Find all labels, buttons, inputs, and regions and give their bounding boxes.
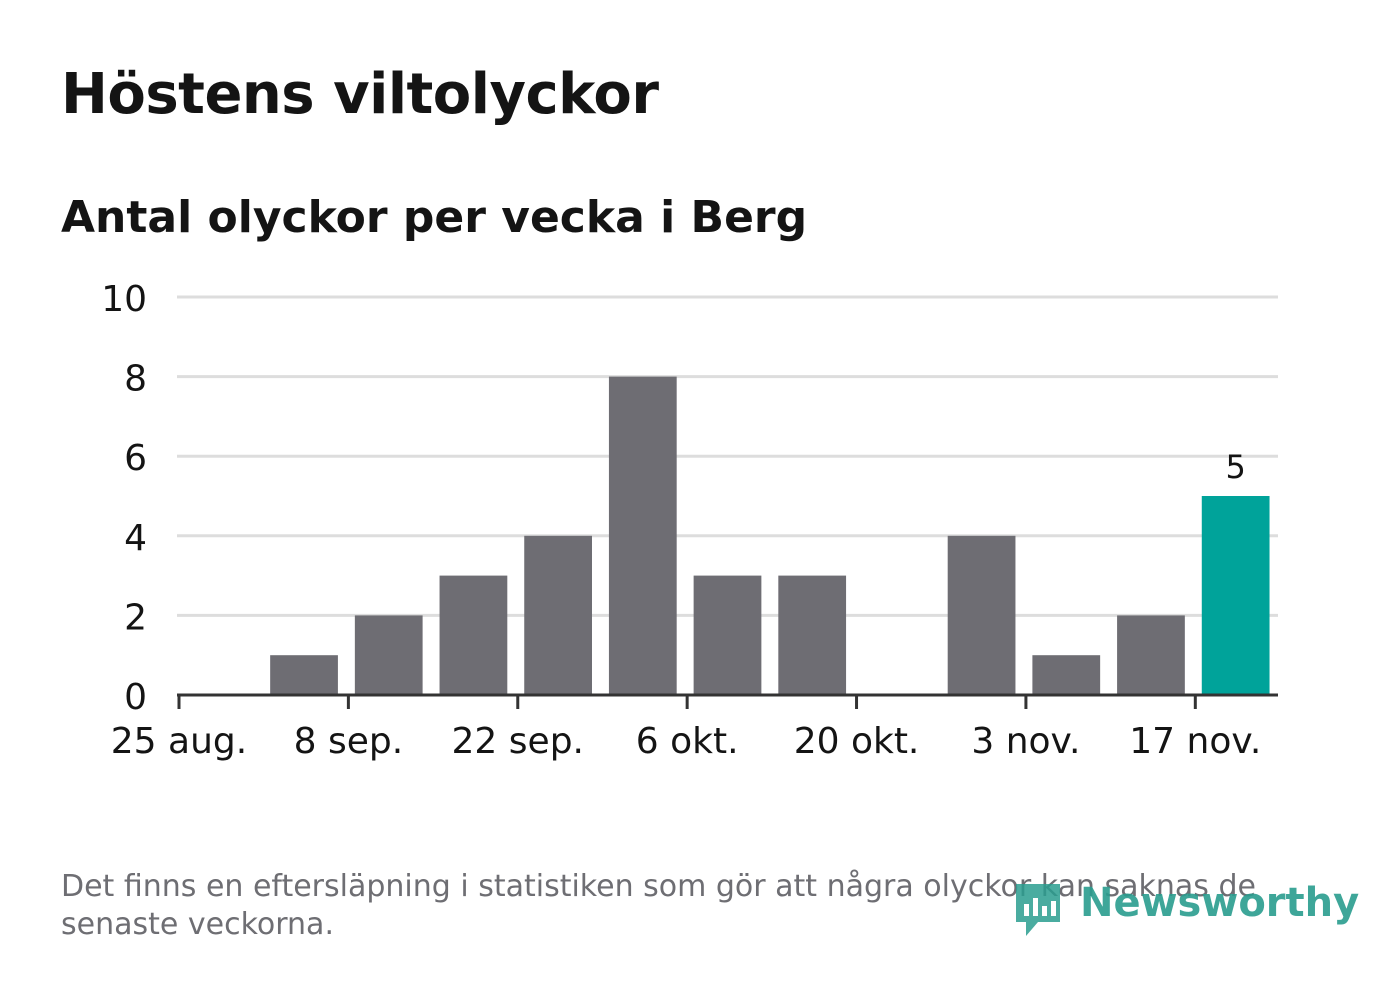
y-tick-label: 4 xyxy=(124,518,147,559)
bar xyxy=(270,655,338,695)
data-label: 5 xyxy=(1225,448,1245,486)
bar xyxy=(778,575,847,695)
bar xyxy=(439,575,508,695)
x-tick-label: 20 okt. xyxy=(794,721,920,762)
bar xyxy=(524,535,592,695)
y-tick-label: 8 xyxy=(124,359,147,400)
bar xyxy=(1201,496,1270,695)
bar xyxy=(608,376,677,695)
x-tick-label: 3 nov. xyxy=(971,721,1080,762)
chart-subtitle: Antal olyckor per vecka i Berg xyxy=(61,192,808,243)
data-labels: 5 xyxy=(1225,448,1245,486)
newsworthy-logo: Newsworthy xyxy=(1012,878,1359,944)
bar xyxy=(693,575,762,695)
bar-chart-badge-icon xyxy=(1016,884,1060,936)
y-tick-label: 0 xyxy=(124,677,147,718)
bar xyxy=(947,535,1016,695)
bars xyxy=(270,376,1270,695)
bar xyxy=(354,615,423,695)
y-tick-label: 10 xyxy=(101,279,147,320)
bar xyxy=(1117,615,1185,695)
x-tick-label: 25 aug. xyxy=(111,721,247,762)
grid-lines xyxy=(177,295,1278,617)
y-axis-ticks: 0 2 4 6 8 10 xyxy=(101,279,147,718)
x-tick-label: 6 okt. xyxy=(636,721,739,762)
x-tick-label: 22 sep. xyxy=(452,721,584,762)
y-tick-label: 2 xyxy=(124,597,147,638)
x-tick-label: 8 sep. xyxy=(294,721,404,762)
y-tick-label: 6 xyxy=(124,438,147,479)
chart-title: Höstens viltolyckor xyxy=(61,62,659,127)
x-tick-label: 17 nov. xyxy=(1129,721,1261,762)
bar xyxy=(1032,655,1101,695)
logo-text: Newsworthy xyxy=(1080,880,1360,926)
bar-chart: 0 2 4 6 8 10 5 25 aug. 8 sep. 22 sep. 6 okt. 20 o… xyxy=(101,279,1278,762)
x-axis-ticks: 25 aug. 8 sep. 22 sep. 6 okt. 20 okt. 3 nov. 1… xyxy=(111,695,1261,762)
